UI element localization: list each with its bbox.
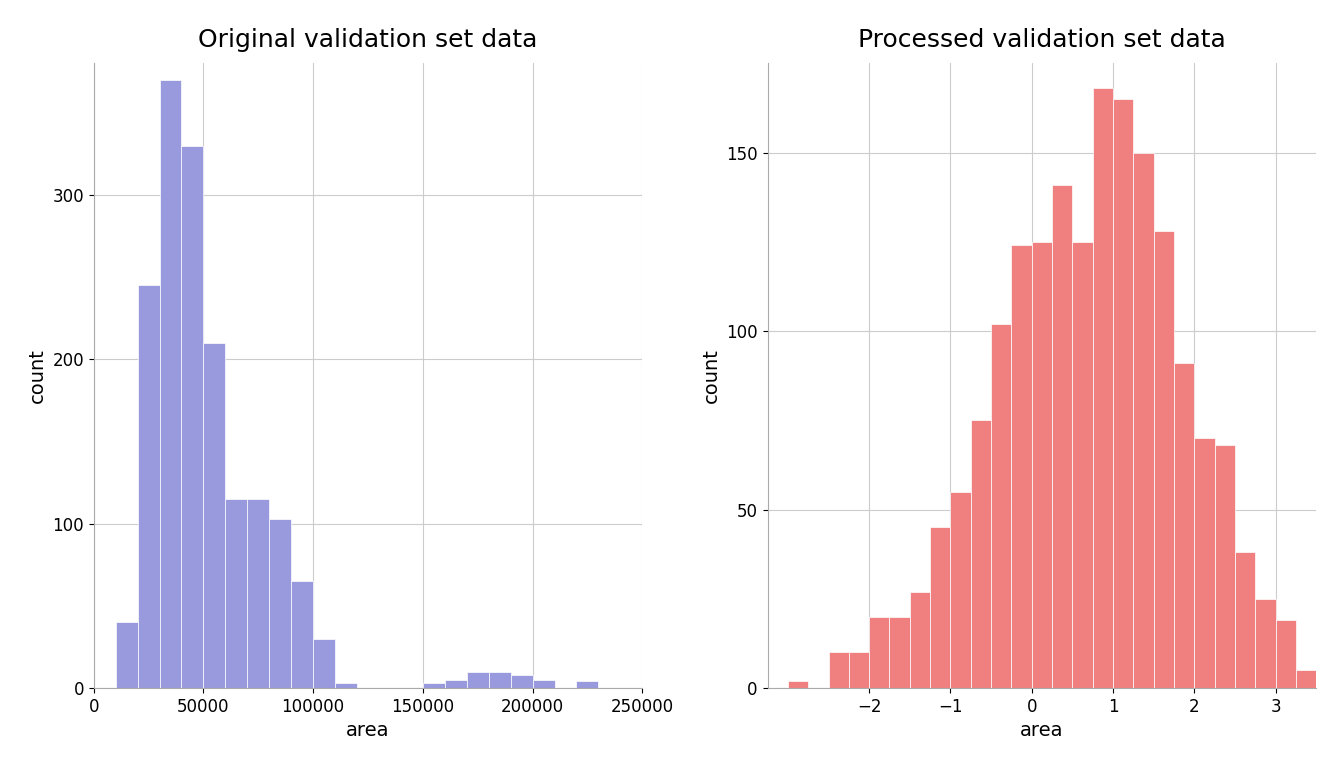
Bar xyxy=(930,528,950,688)
Bar xyxy=(870,617,890,688)
X-axis label: area: area xyxy=(1020,721,1063,740)
Bar xyxy=(532,680,555,688)
Title: Original validation set data: Original validation set data xyxy=(199,28,538,51)
Bar xyxy=(1012,246,1032,688)
Title: Processed validation set data: Processed validation set data xyxy=(857,28,1226,51)
Bar xyxy=(1133,153,1153,688)
Y-axis label: count: count xyxy=(702,348,720,403)
Bar xyxy=(970,420,991,688)
Bar xyxy=(1173,363,1195,688)
Y-axis label: count: count xyxy=(28,348,47,403)
Bar xyxy=(991,324,1012,688)
Bar xyxy=(181,146,203,688)
Bar xyxy=(247,499,269,688)
Bar xyxy=(1093,88,1113,688)
Bar xyxy=(203,343,226,688)
Bar xyxy=(116,622,137,688)
Bar xyxy=(950,492,970,688)
Bar xyxy=(160,80,181,688)
Bar xyxy=(269,518,292,688)
Bar xyxy=(1073,242,1093,688)
X-axis label: area: area xyxy=(347,721,390,740)
Bar xyxy=(226,499,247,688)
Bar xyxy=(511,675,532,688)
Bar xyxy=(1113,99,1133,688)
Bar xyxy=(1215,445,1235,688)
Bar xyxy=(313,639,335,688)
Bar xyxy=(335,683,358,688)
Bar xyxy=(890,617,910,688)
Bar xyxy=(1275,620,1296,688)
Bar xyxy=(1052,185,1073,688)
Bar xyxy=(466,671,489,688)
Bar xyxy=(292,581,313,688)
Bar xyxy=(1153,231,1173,688)
Bar xyxy=(577,681,598,688)
Bar xyxy=(1296,670,1316,688)
Bar xyxy=(423,683,445,688)
Bar xyxy=(137,285,160,688)
Bar xyxy=(445,680,466,688)
Bar xyxy=(910,591,930,688)
Bar xyxy=(1195,439,1215,688)
Bar xyxy=(1032,242,1052,688)
Bar xyxy=(828,652,849,688)
Bar xyxy=(489,671,511,688)
Bar xyxy=(849,652,870,688)
Bar xyxy=(1235,552,1255,688)
Bar xyxy=(1255,599,1275,688)
Bar xyxy=(788,680,808,688)
